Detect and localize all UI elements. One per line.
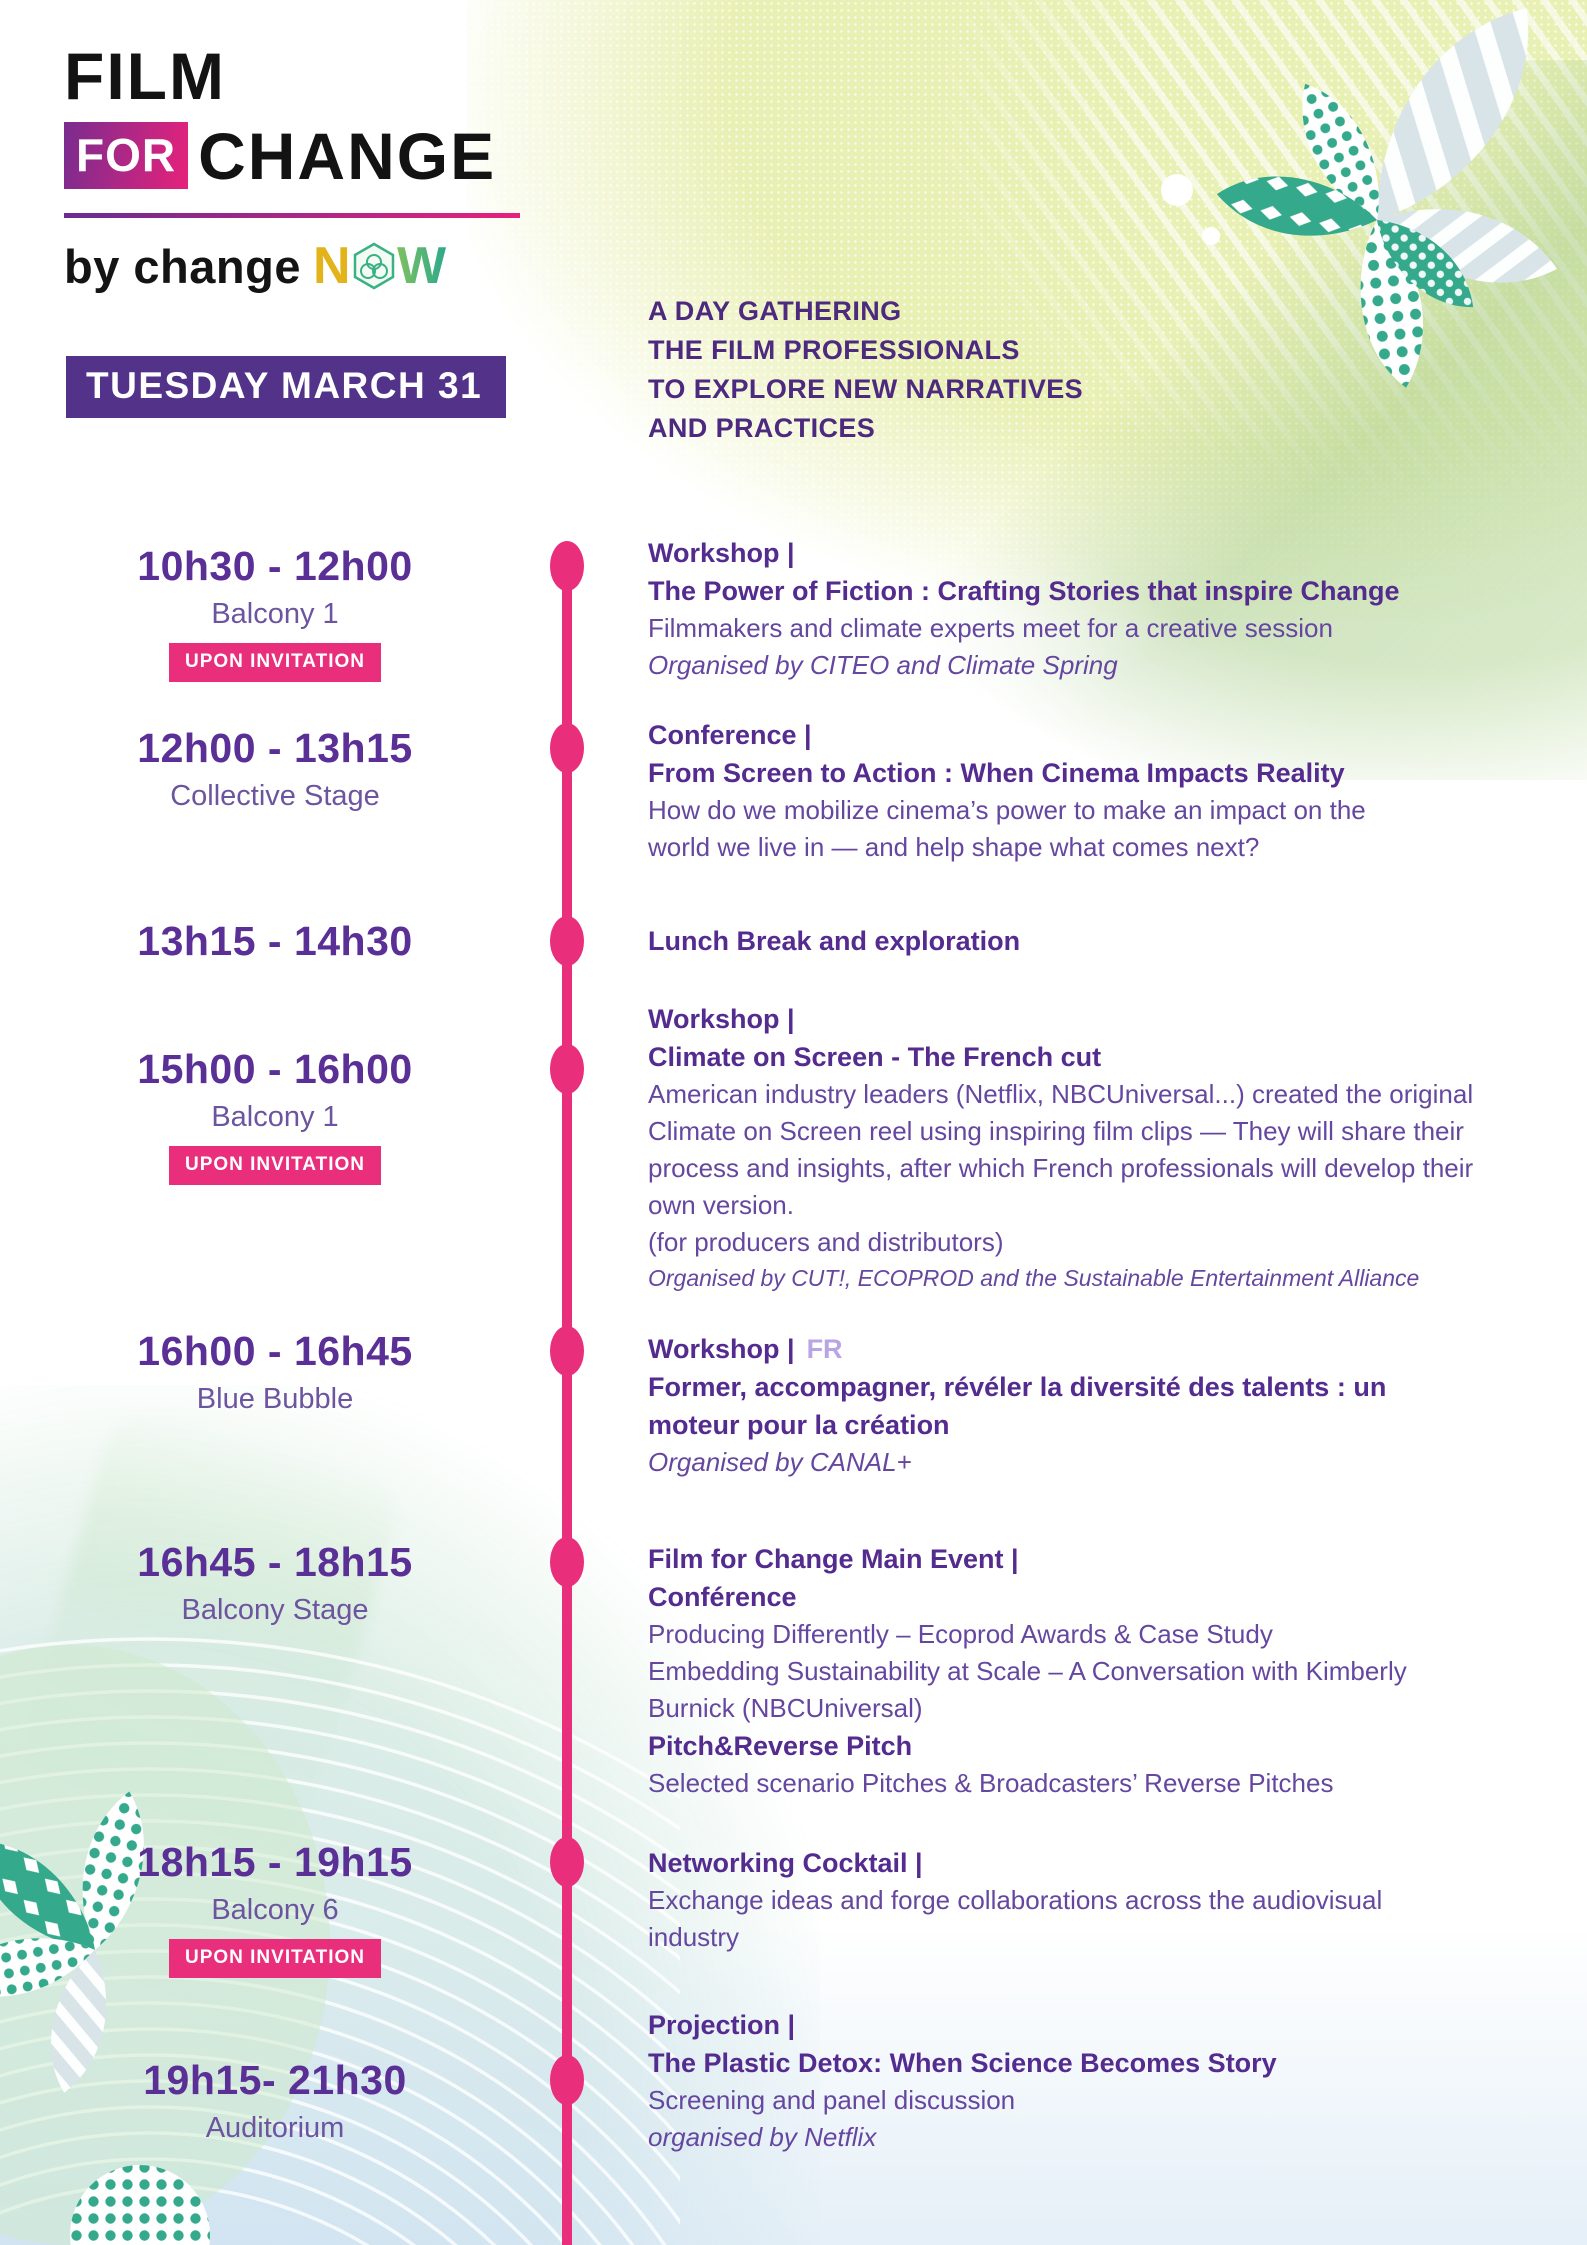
time-label: 15h00 - 16h00	[137, 1046, 413, 1092]
event-tagline: A DAY GATHERING THE FILM PROFESSIONALS T…	[648, 292, 1083, 448]
logo-film-text: FILM	[64, 39, 226, 113]
invitation-badge: UPON INVITATION	[168, 1939, 382, 1978]
description-line: The Power of Fiction : Crafting Stories …	[648, 576, 1400, 606]
description-line: Conférence	[648, 1582, 797, 1612]
event-description: Lunch Break and exploration	[648, 922, 1248, 960]
event-time-block: 18h15 - 19h15 Balcony 6 UPON INVITATION	[78, 1838, 472, 1978]
description-line: organised by Netflix	[648, 2122, 877, 2152]
timeline-dot	[550, 916, 584, 966]
timeline-dot	[550, 723, 584, 773]
top-right-leaf-flower-decoration	[1161, 0, 1568, 392]
description-line: From Screen to Action : When Cinema Impa…	[648, 758, 1345, 788]
event-description: Networking Cocktail | Exchange ideas and…	[648, 1844, 1448, 1956]
time-label: 19h15- 21h30	[143, 2057, 407, 2103]
timeline-dot	[550, 1837, 584, 1887]
description-line: Conference |	[648, 720, 812, 750]
event-time-block: 16h00 - 16h45 Blue Bubble	[78, 1327, 472, 1416]
changenow-n: N	[312, 237, 352, 295]
timeline-dot	[550, 1044, 584, 1094]
event-description: Film for Change Main Event | Conférence …	[648, 1540, 1428, 1802]
description-line: (for producers and distributors)	[648, 1227, 1004, 1257]
description-line: Workshop |	[648, 1004, 795, 1034]
right-green-diagonal-decoration	[827, 60, 1587, 780]
timeline-dot	[550, 1326, 584, 1376]
description-line: Organised by CUT!, ECOPROD and the Susta…	[648, 1265, 1420, 1291]
changenow-hexagon-icon	[353, 242, 395, 290]
invitation-badge: UPON INVITATION	[168, 643, 382, 682]
language-tag: FR	[806, 1334, 843, 1364]
description-line: Networking Cocktail |	[648, 1848, 923, 1878]
logo-byline: by change N W	[64, 236, 520, 296]
description-line: Exchange ideas and forge collaborations …	[648, 1885, 1383, 1952]
event-time-block: 15h00 - 16h00 Balcony 1 UPON INVITATION	[78, 1045, 472, 1185]
tagline-line-3: TO EXPLORE NEW NARRATIVES	[648, 374, 1084, 404]
event-description: Workshop | Climate on Screen - The Frenc…	[648, 1000, 1528, 1295]
venue-label: Balcony 1	[211, 598, 339, 630]
event-time-block: 16h45 - 18h15 Balcony Stage	[78, 1538, 472, 1627]
description-line: Organised by CITEO and Climate Spring	[648, 650, 1118, 680]
timeline-dot	[550, 2055, 584, 2105]
tagline-line-2: THE FILM PROFESSIONALS	[648, 335, 1020, 365]
description-line: Filmmakers and climate experts meet for …	[648, 613, 1333, 643]
tagline-line-1: A DAY GATHERING	[648, 296, 902, 326]
description-line: Producing Differently – Ecoprod Awards &…	[648, 1619, 1273, 1649]
logo-for-change-row: FOR CHANGE	[64, 122, 520, 189]
changenow-w: W	[397, 237, 447, 295]
time-label: 16h00 - 16h45	[137, 1328, 413, 1374]
changenow-wordmark: N W	[313, 236, 447, 296]
venue-label: Collective Stage	[170, 780, 380, 812]
bottom-left-leaf-flower-decoration	[0, 1637, 680, 2245]
tagline-line-4: AND PRACTICES	[648, 413, 876, 443]
date-banner: TUESDAY MARCH 31	[66, 356, 507, 418]
venue-label: Balcony Stage	[181, 1594, 369, 1626]
event-description: Workshop | FR Former, accompagner, révéle…	[648, 1330, 1393, 1481]
time-label: 12h00 - 13h15	[137, 725, 413, 771]
event-time-block: 10h30 - 12h00 Balcony 1 UPON INVITATION	[78, 542, 472, 682]
description-line: Projection |	[648, 2010, 796, 2040]
description-line: How do we mobilize cinema’s power to mak…	[648, 795, 1366, 862]
description-line: American industry leaders (Netflix, NBCU…	[648, 1079, 1474, 1220]
description-line: Former, accompagner, révéler la diversit…	[648, 1372, 1387, 1440]
event-description: Workshop | The Power of Fiction : Crafti…	[648, 534, 1587, 684]
session-type: Workshop |	[648, 1334, 795, 1364]
timeline-dot	[550, 541, 584, 591]
description-line: Lunch Break and exploration	[648, 926, 1021, 956]
description-line: Embedding Sustainability at Scale – A Co…	[648, 1656, 1407, 1723]
description-line: Organised by CANAL+	[648, 1447, 912, 1477]
logo-gradient-rule	[64, 213, 520, 218]
description-line: Selected scenario Pitches & Broadcasters…	[648, 1768, 1334, 1798]
description-line: Film for Change Main Event |	[648, 1544, 1019, 1574]
event-time-block: 12h00 - 13h15 Collective Stage	[78, 724, 472, 813]
description-line: Pitch&Reverse Pitch	[648, 1731, 913, 1761]
venue-label: Balcony 6	[211, 1894, 339, 1926]
description-line: Climate on Screen - The French cut	[648, 1042, 1102, 1072]
description-line: Workshop |	[648, 538, 795, 568]
description-line: Workshop | FR	[648, 1330, 1393, 1368]
description-line: Screening and panel discussion	[648, 2085, 1016, 2115]
event-time-block: 19h15- 21h30 Auditorium	[78, 2056, 472, 2145]
logo-for-badge: FOR	[64, 122, 189, 189]
event-description: Conference | From Screen to Action : Whe…	[648, 716, 1378, 866]
byline-prefix: by change	[64, 239, 301, 293]
time-label: 16h45 - 18h15	[137, 1539, 413, 1585]
timeline-dot	[550, 1537, 584, 1587]
venue-label: Balcony 1	[211, 1101, 339, 1133]
timeline-line	[562, 566, 572, 2245]
venue-label: Blue Bubble	[196, 1383, 354, 1415]
time-label: 10h30 - 12h00	[137, 543, 413, 589]
description-line: The Plastic Detox: When Science Becomes …	[648, 2048, 1277, 2078]
time-label: 18h15 - 19h15	[137, 1839, 413, 1885]
time-label: 13h15 - 14h30	[137, 918, 413, 964]
film-for-change-logo: FILM FOR CHANGE by change N W	[64, 40, 520, 296]
event-description: Projection | The Plastic Detox: When Sci…	[648, 2006, 1548, 2156]
logo-change-text: CHANGE	[198, 118, 497, 193]
event-time-block: 13h15 - 14h30	[78, 917, 472, 965]
invitation-badge: UPON INVITATION	[168, 1146, 382, 1185]
venue-label: Auditorium	[205, 2112, 345, 2144]
